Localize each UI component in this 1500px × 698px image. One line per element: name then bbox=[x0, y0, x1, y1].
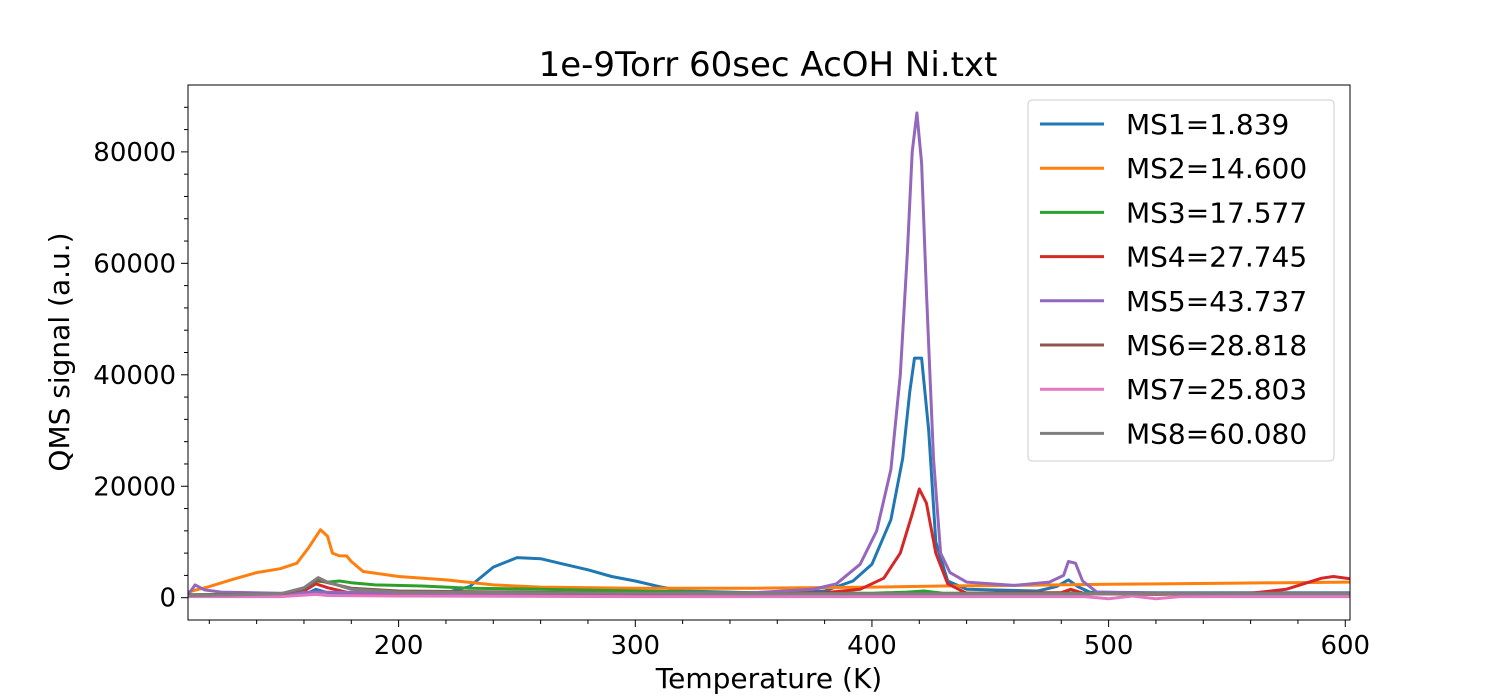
legend-box bbox=[1027, 99, 1335, 462]
y-tick-label: 80000 bbox=[93, 138, 176, 168]
series-line-ms7 bbox=[188, 592, 1350, 601]
y-tick-label: 0 bbox=[159, 584, 176, 614]
legend-label-ms2: MS2=14.600 bbox=[1126, 152, 1307, 185]
legend-label-ms1: MS1=1.839 bbox=[1126, 108, 1289, 141]
x-axis-label: Temperature (K) bbox=[655, 662, 882, 695]
x-axis: 200 300 400 500 600 bbox=[208, 620, 1370, 661]
y-axis: 0 20000 40000 60000 80000 bbox=[93, 106, 188, 614]
legend-label-ms5: MS5=43.737 bbox=[1126, 285, 1307, 318]
legend-label-ms7: MS7=25.803 bbox=[1126, 373, 1307, 406]
legend-label-ms8: MS8=60.080 bbox=[1126, 417, 1307, 450]
series-line-ms2 bbox=[188, 528, 1350, 594]
series-layer bbox=[188, 111, 1350, 601]
x-tick-label: 300 bbox=[610, 631, 660, 661]
plot-area: 200 300 400 500 600 0 20000 40000 60000 80000 bbox=[93, 84, 1370, 661]
x-tick-label: 600 bbox=[1320, 631, 1370, 661]
y-tick-label: 20000 bbox=[93, 472, 176, 502]
legend-label-ms4: MS4=27.745 bbox=[1126, 241, 1307, 274]
legend-label-ms6: MS6=28.818 bbox=[1126, 329, 1307, 362]
chart-title: 1e-9Torr 60sec AcOH Ni.txt bbox=[539, 45, 998, 85]
x-tick-label: 500 bbox=[1084, 631, 1134, 661]
x-tick-label: 200 bbox=[374, 631, 424, 661]
y-tick-label: 40000 bbox=[93, 361, 176, 391]
y-axis-label: QMS signal (a.u.) bbox=[43, 232, 76, 471]
legend: MS1=1.839 MS2=14.600 MS3=17.577 MS4=27.745 M… bbox=[1027, 99, 1335, 462]
legend-label-ms3: MS3=17.577 bbox=[1126, 196, 1307, 229]
x-tick-label: 400 bbox=[847, 631, 897, 661]
series-line-ms5 bbox=[188, 111, 1350, 596]
y-tick-label: 60000 bbox=[93, 249, 176, 279]
series-line-ms8 bbox=[188, 576, 1350, 597]
